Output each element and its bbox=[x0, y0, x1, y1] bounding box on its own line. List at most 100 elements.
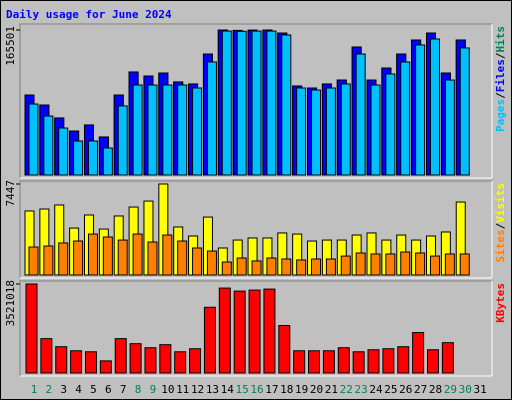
bar bbox=[43, 115, 54, 176]
legend-entry: Pages bbox=[494, 99, 507, 132]
legend-entry: Files bbox=[494, 59, 507, 92]
bar bbox=[233, 290, 246, 374]
bar bbox=[159, 344, 172, 374]
bar bbox=[55, 346, 68, 374]
bar bbox=[415, 44, 426, 176]
bar bbox=[162, 84, 173, 176]
legend-separator: / bbox=[494, 222, 507, 229]
x-tick-label: 16 bbox=[250, 383, 263, 396]
x-tick-label: 11 bbox=[176, 383, 189, 396]
x-tick-label: 30 bbox=[459, 383, 472, 396]
legend-entry: KBytes bbox=[494, 283, 507, 323]
x-tick-label: 19 bbox=[295, 383, 308, 396]
bar bbox=[251, 260, 262, 276]
bar bbox=[40, 338, 53, 374]
x-tick-label: 10 bbox=[161, 383, 174, 396]
x-tick-label: 26 bbox=[399, 383, 412, 396]
bar bbox=[355, 53, 366, 176]
bar bbox=[325, 258, 336, 276]
bar bbox=[192, 247, 203, 276]
x-tick-label: 20 bbox=[310, 383, 323, 396]
bar bbox=[251, 30, 262, 176]
bar bbox=[99, 360, 112, 374]
bar bbox=[28, 103, 39, 176]
bar bbox=[73, 240, 84, 276]
x-tick-label: 15 bbox=[236, 383, 249, 396]
bar bbox=[203, 306, 216, 374]
x-tick-label: 4 bbox=[75, 383, 82, 396]
bar bbox=[370, 84, 381, 176]
bar bbox=[177, 84, 188, 176]
x-tick-label: 18 bbox=[280, 383, 293, 396]
legend-entry: Sites bbox=[494, 229, 507, 262]
bar bbox=[385, 253, 396, 276]
x-tick-label: 6 bbox=[105, 383, 112, 396]
bar bbox=[58, 127, 69, 176]
bar bbox=[129, 343, 142, 374]
y-tick-label: 165501 bbox=[4, 26, 17, 66]
x-tick-label: 29 bbox=[444, 383, 457, 396]
bar bbox=[400, 251, 411, 276]
legend: KBytes bbox=[494, 283, 507, 323]
bar bbox=[174, 351, 187, 374]
x-tick-label: 22 bbox=[340, 383, 353, 396]
bar bbox=[162, 234, 173, 276]
bar bbox=[266, 30, 277, 176]
bar bbox=[28, 246, 39, 276]
bar bbox=[147, 84, 158, 176]
bar bbox=[192, 87, 203, 176]
x-tick-label: 1 bbox=[31, 383, 38, 396]
bar bbox=[322, 350, 335, 374]
bar bbox=[340, 255, 351, 276]
bar bbox=[236, 257, 247, 276]
bar bbox=[429, 255, 440, 276]
chart-title: Daily usage for June 2024 bbox=[6, 8, 172, 21]
bar bbox=[459, 253, 470, 276]
bar bbox=[87, 233, 98, 276]
bar bbox=[382, 348, 395, 374]
bar bbox=[278, 324, 291, 374]
x-tick-label: 17 bbox=[265, 383, 278, 396]
bar bbox=[43, 245, 54, 276]
x-tick-label: 21 bbox=[325, 383, 338, 396]
legend: Sites/Visits bbox=[494, 183, 507, 263]
bar bbox=[426, 349, 439, 374]
bar bbox=[367, 349, 380, 374]
bar bbox=[25, 283, 38, 374]
x-tick-label: 3 bbox=[60, 383, 67, 396]
bar bbox=[444, 253, 455, 276]
bar bbox=[370, 253, 381, 276]
bar bbox=[308, 350, 321, 374]
bar bbox=[117, 105, 128, 176]
bar bbox=[444, 79, 455, 176]
x-tick-label: 24 bbox=[369, 383, 383, 396]
bar bbox=[352, 351, 365, 374]
bar bbox=[248, 289, 261, 374]
bar bbox=[281, 258, 292, 276]
x-tick-label: 8 bbox=[135, 383, 142, 396]
x-tick-label: 27 bbox=[414, 383, 427, 396]
bar bbox=[73, 140, 84, 176]
bar bbox=[87, 140, 98, 176]
bar bbox=[337, 347, 350, 374]
bar bbox=[325, 87, 336, 176]
bar bbox=[296, 87, 307, 176]
bar bbox=[385, 73, 396, 176]
bar bbox=[340, 83, 351, 176]
x-tick-label: 7 bbox=[120, 383, 127, 396]
legend-entry: Hits bbox=[494, 26, 507, 53]
x-tick-label: 9 bbox=[150, 383, 157, 396]
x-tick-label: 28 bbox=[429, 383, 442, 396]
legend-separator: / bbox=[494, 92, 507, 99]
y-tick-label: 3521018 bbox=[4, 280, 17, 326]
bar bbox=[400, 61, 411, 176]
x-tick-label: 25 bbox=[384, 383, 397, 396]
bar bbox=[459, 47, 470, 176]
bar bbox=[429, 38, 440, 176]
bar bbox=[58, 242, 69, 276]
bar bbox=[117, 239, 128, 276]
legend: Pages/Files/Hits bbox=[494, 26, 507, 132]
bar bbox=[132, 233, 143, 276]
bar bbox=[218, 287, 231, 374]
